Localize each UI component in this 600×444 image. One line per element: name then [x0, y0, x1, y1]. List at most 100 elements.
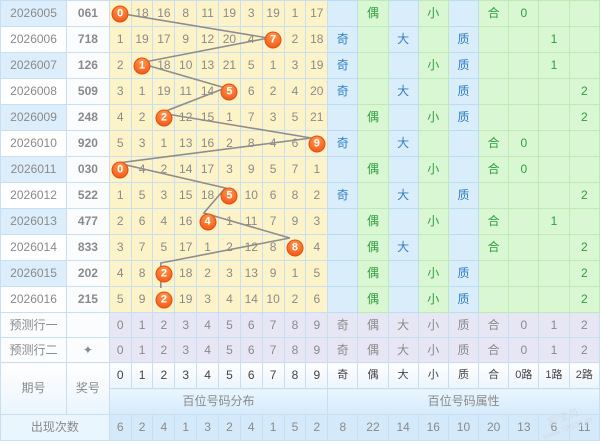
- prediction-digit-cell: 0: [108, 337, 132, 363]
- attribute-cell: [417, 234, 449, 261]
- attribute-header: 0路: [508, 362, 540, 389]
- table-row[interactable]: 20260152024822182313915偶小质2: [0, 260, 600, 287]
- attribute-cell: [387, 286, 419, 313]
- digit-cell: 9: [130, 286, 154, 313]
- prediction-digit-cell: 4: [196, 312, 219, 338]
- digit-count-cell: 2: [305, 414, 329, 441]
- digit-cell: 1: [152, 130, 176, 157]
- period-cell: 2026005: [0, 0, 68, 27]
- award-number-cell: 202: [66, 260, 110, 287]
- digit-cell: 4: [261, 130, 285, 157]
- digit-cell: 6: [261, 182, 285, 209]
- digit-cell: 5: [261, 156, 285, 183]
- digit-cell: 8: [239, 130, 263, 157]
- digit-cell: 13: [239, 260, 263, 287]
- attribute-cell: [508, 208, 540, 235]
- attribute-cell: [387, 0, 419, 27]
- table-row[interactable]: 202601621559221934141026偶小质2: [0, 286, 600, 313]
- attribute-header: 偶: [357, 362, 389, 389]
- attribute-cell: [538, 78, 570, 105]
- prediction-digit-cell: 8: [283, 337, 307, 363]
- table-row[interactable]: 202600506100181681119319117偶小合0: [0, 0, 600, 27]
- digit-cell-hit: 22: [152, 104, 176, 131]
- attribute-cell: 大: [387, 26, 419, 53]
- attribute-cell: [387, 104, 419, 131]
- digit-cell: 2: [305, 182, 329, 209]
- digit-cell: 16: [174, 208, 198, 235]
- prediction-row[interactable]: 预测行二 ✦ 0 1 2 3 4 5 6 7 8 9 奇偶大小质合 0 1 2: [0, 337, 600, 363]
- digit-cell: 21: [305, 104, 329, 131]
- digit-cell: 14: [174, 156, 198, 183]
- attribute-cell: [538, 0, 570, 27]
- digit-header: 6: [239, 362, 263, 389]
- prediction-digit-cell: 9: [305, 337, 329, 363]
- digit-cell: 1: [108, 26, 132, 53]
- table-row[interactable]: 2026008509311911145562420奇大质2: [0, 78, 600, 105]
- prediction-arrow-icon[interactable]: ✦: [66, 337, 110, 363]
- award-number-cell: 718: [66, 26, 110, 53]
- prediction-attribute-cell: 2: [568, 337, 600, 363]
- digit-cell: 5: [305, 260, 329, 287]
- digit-header: 1: [130, 362, 154, 389]
- prediction-digit-cell: 6: [239, 337, 263, 363]
- attribute-group-title: 百位号码属性: [327, 388, 600, 415]
- prediction-arrow-icon[interactable]: [66, 312, 110, 338]
- hit-ball: 2: [155, 265, 173, 282]
- digit-cell: 1: [283, 260, 307, 287]
- attribute-cell: [538, 104, 570, 131]
- table-row[interactable]: 20260109205311316284699奇 大 合0: [0, 130, 600, 157]
- attribute-cell: [357, 78, 389, 105]
- period-cell: 2026015: [0, 260, 68, 287]
- digit-cell: 3: [283, 52, 307, 79]
- table-row[interactable]: 20260134772641644111793偶小合1: [0, 208, 600, 235]
- prediction-attribute-cell: 小: [417, 312, 449, 338]
- attribute-cell: 2: [568, 182, 600, 209]
- period-cell: 2026006: [0, 26, 68, 53]
- digit-cell: 3: [217, 260, 241, 287]
- digit-cell: 2: [217, 234, 241, 261]
- digit-cell: 17: [196, 156, 219, 183]
- attribute-cell: [538, 182, 570, 209]
- prediction-label: 预测行二: [0, 337, 68, 363]
- attribute-cell: 小: [417, 104, 449, 131]
- digit-cell: 19: [130, 26, 154, 53]
- attribute-cell: [568, 26, 600, 53]
- attribute-cell: 奇: [327, 130, 359, 157]
- attribute-count-cell: 8: [327, 414, 359, 441]
- digit-cell: 1: [305, 156, 329, 183]
- attribute-cell: 偶: [357, 208, 389, 235]
- digit-cell: 8: [130, 260, 154, 287]
- digit-cell: 6: [239, 78, 263, 105]
- attribute-cell: 小: [417, 156, 449, 183]
- digit-cell: 6: [130, 208, 154, 235]
- digit-cell-hit: 55: [217, 182, 241, 209]
- digit-cell-hit: 00: [108, 0, 132, 27]
- digit-cell: 21: [217, 52, 241, 79]
- digit-cell: 7: [261, 208, 285, 235]
- digit-cell: 5: [239, 52, 263, 79]
- attribute-cell: [387, 156, 419, 183]
- table-row[interactable]: 20260071262111810132151319奇小质1: [0, 52, 600, 79]
- table-row[interactable]: 20260067181191791220477218奇大质1: [0, 26, 600, 53]
- digit-count-cell: 3: [196, 414, 219, 441]
- attribute-cell: 2: [568, 104, 600, 131]
- table-row[interactable]: 20260148333751712128884偶大合2: [0, 234, 600, 261]
- table-row[interactable]: 202600924842221215173521偶小质2: [0, 104, 600, 131]
- table-row[interactable]: 20260110300042141739571偶小合0: [0, 156, 600, 183]
- digit-cell: 8: [174, 0, 198, 27]
- attribute-cell: [417, 182, 449, 209]
- prediction-attribute-cell: 合: [478, 337, 510, 363]
- prediction-digit-cell: 0: [108, 312, 132, 338]
- attribute-cell: 0: [508, 156, 540, 183]
- digit-count-cell: 2: [217, 414, 241, 441]
- award-number-cell: 920: [66, 130, 110, 157]
- attribute-cell: [538, 286, 570, 313]
- prediction-row[interactable]: 预测行一 0 1 2 3 4 5 6 7 8 9 奇偶大小质合 0 1 2: [0, 312, 600, 338]
- period-cell: 2026007: [0, 52, 68, 79]
- attribute-cell: [478, 52, 510, 79]
- digit-cell: 14: [196, 78, 219, 105]
- table-row[interactable]: 202601252215315185510682奇大质2: [0, 182, 600, 209]
- hit-ball: 0: [111, 5, 129, 22]
- prediction-digit-cell: 3: [174, 312, 198, 338]
